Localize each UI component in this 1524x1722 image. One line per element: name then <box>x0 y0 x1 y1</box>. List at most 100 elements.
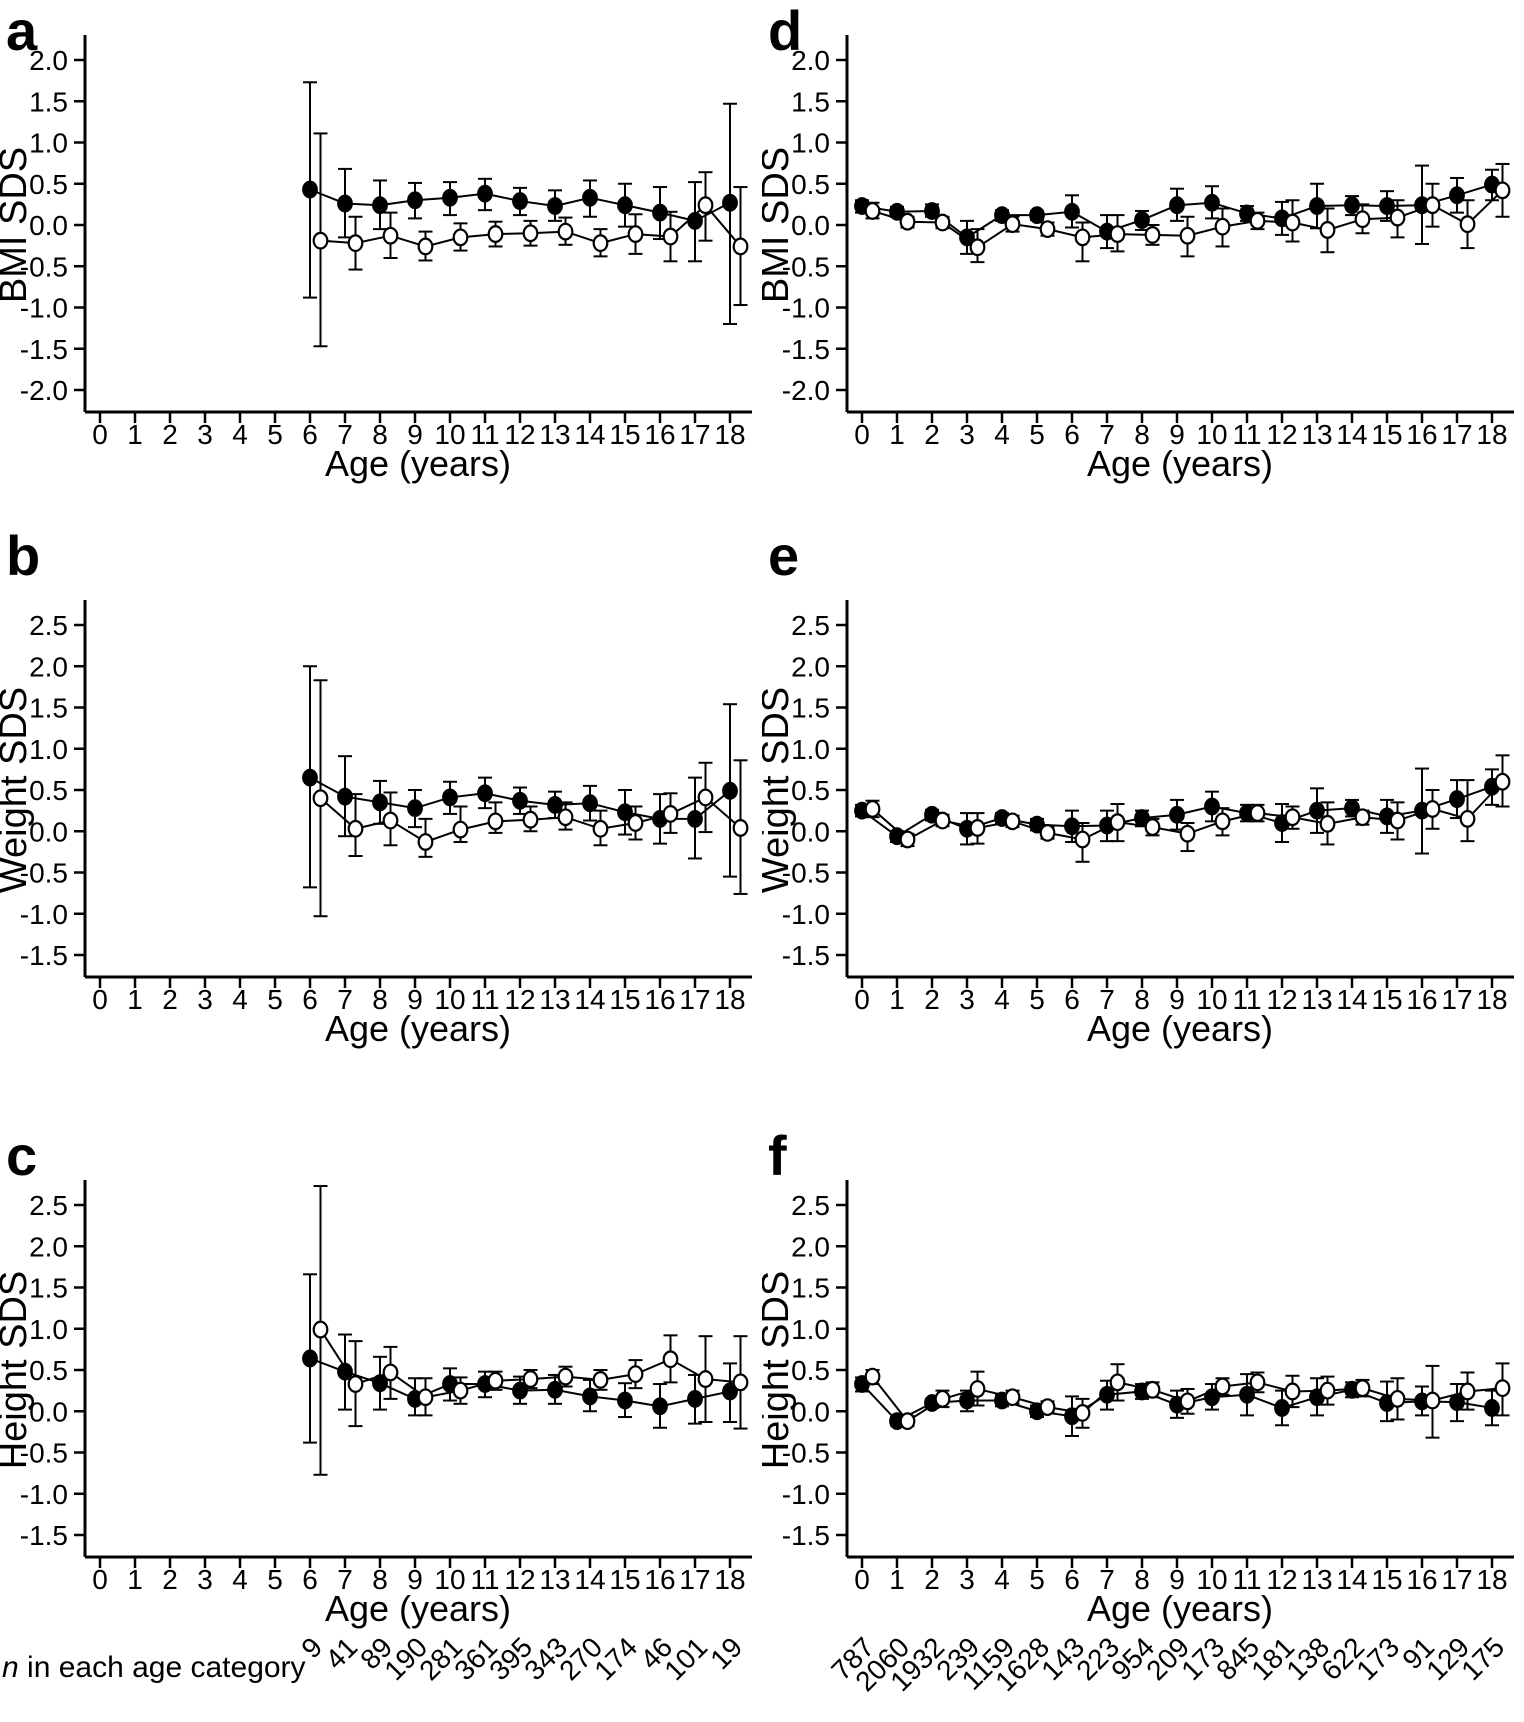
data-point-filled-circle <box>512 192 528 210</box>
data-point-filled-circle <box>337 787 353 806</box>
data-point-open-circle <box>934 811 951 830</box>
data-point-open-circle <box>732 819 749 837</box>
y-axis-title: Weight SDS <box>762 687 797 893</box>
x-tick-label: 16 <box>1406 1564 1437 1595</box>
data-point-open-circle <box>697 196 714 215</box>
x-tick-label: 12 <box>504 1564 535 1595</box>
x-tick-label: 10 <box>1196 1564 1227 1595</box>
data-point-open-circle <box>1004 812 1021 831</box>
x-tick-label: 1 <box>889 1564 905 1595</box>
y-tick-label: -1.0 <box>20 899 68 930</box>
x-tick-label: 1 <box>889 419 905 450</box>
y-tick-label: -0.5 <box>20 1438 68 1469</box>
x-tick-label: 14 <box>1336 1564 1367 1595</box>
data-point-filled-circle <box>994 206 1010 225</box>
x-tick-label: 15 <box>1371 419 1402 450</box>
series-open-circle <box>864 754 1511 863</box>
x-tick-label: 11 <box>1232 1564 1261 1595</box>
panel-a-chart: 2.01.51.00.50.0-0.5-1.0-1.5-2.00 1 2 3 4 5 6 7 8… <box>0 0 752 484</box>
panel-b-chart: 2.52.01.51.00.50.0-0.5-1.0-1.50 1 2 3 4 5 6 7 8 9… <box>0 524 752 1049</box>
data-point-filled-circle <box>1344 799 1360 818</box>
x-tick-label: 14 <box>574 1564 605 1595</box>
data-point-filled-circle <box>407 799 423 818</box>
series-open-circle <box>312 132 749 348</box>
panel-c-chart: 2.52.01.51.00.50.0-0.5-1.0-1.50 1 2 3 4 5 6 7 8 9… <box>0 1124 752 1686</box>
data-point-open-circle <box>592 1370 609 1389</box>
x-tick-label: 13 <box>539 984 570 1015</box>
data-point-open-circle <box>1214 1377 1231 1396</box>
data-point-open-circle <box>1214 812 1231 831</box>
y-tick-label: 2.5 <box>29 1190 68 1221</box>
x-tick-label: 7 <box>337 984 353 1015</box>
x-tick-label: 1 <box>127 1564 143 1595</box>
data-point-open-circle <box>662 805 679 823</box>
x-tick-label: 18 <box>1476 1564 1507 1595</box>
y-tick-label: 2.0 <box>29 1231 68 1262</box>
data-point-filled-circle <box>582 1387 598 1406</box>
x-tick-label: 10 <box>434 984 465 1015</box>
data-point-filled-circle <box>1239 1385 1255 1404</box>
y-tick-label: 0.0 <box>29 816 68 847</box>
x-tick-label: 6 <box>1064 984 1080 1015</box>
data-point-open-circle <box>1459 1382 1476 1401</box>
data-point-filled-circle <box>547 1380 563 1399</box>
series-open-circle <box>312 679 749 918</box>
n-caption-rest: in each age category <box>19 1651 306 1684</box>
data-point-filled-circle <box>652 1397 668 1416</box>
y-tick-label: -0.5 <box>782 858 830 889</box>
series-filled-circle <box>302 665 738 889</box>
x-tick-label: 10 <box>1196 419 1227 450</box>
x-tick-label: 15 <box>609 419 640 450</box>
y-tick-label: 2.0 <box>791 45 830 76</box>
panel-e-chart: 2.52.01.51.00.50.0-0.5-1.0-1.50 1 2 3 4 5 6 7 8 9… <box>762 524 1514 1049</box>
data-point-filled-circle <box>1029 206 1045 225</box>
x-axis-title: Age (years) <box>325 1008 511 1049</box>
data-point-open-circle <box>969 238 986 257</box>
y-tick-label: 1.0 <box>791 734 830 765</box>
data-point-open-circle <box>1004 1388 1021 1407</box>
x-tick-label: 12 <box>504 984 535 1015</box>
data-point-open-circle <box>1494 181 1511 200</box>
x-tick-label: 1 <box>127 984 143 1015</box>
data-point-open-circle <box>697 788 714 807</box>
data-point-open-circle <box>312 231 329 250</box>
y-tick-label: 2.0 <box>29 45 68 76</box>
x-tick-label: 9 <box>1169 984 1185 1015</box>
series-filled-circle <box>854 767 1500 855</box>
data-point-filled-circle <box>1449 186 1465 205</box>
x-tick-label: 10 <box>1196 984 1227 1015</box>
y-tick-label: 1.0 <box>29 734 68 765</box>
x-tick-label: 10 <box>434 1564 465 1595</box>
data-point-open-circle <box>452 1381 469 1400</box>
data-point-filled-circle <box>547 197 563 215</box>
x-tick-label: 17 <box>679 1564 710 1595</box>
x-tick-label: 7 <box>337 1564 353 1595</box>
x-tick-label: 9 <box>407 1564 423 1595</box>
x-tick-label: 8 <box>372 1564 388 1595</box>
x-tick-label: 3 <box>197 1564 213 1595</box>
x-tick-label: 7 <box>337 419 353 450</box>
x-tick-label: 2 <box>924 984 940 1015</box>
x-tick-label: 4 <box>232 419 248 450</box>
data-point-open-circle <box>899 212 916 231</box>
data-point-open-circle <box>1039 220 1056 239</box>
data-point-open-circle <box>1144 225 1161 244</box>
x-tick-label: 18 <box>1476 984 1507 1015</box>
x-tick-label: 2 <box>162 419 178 450</box>
data-point-filled-circle <box>337 194 353 213</box>
x-tick-label: 12 <box>1266 984 1297 1015</box>
data-point-filled-circle <box>1134 211 1150 229</box>
data-point-filled-circle <box>582 188 598 207</box>
x-tick-label: 1 <box>889 984 905 1015</box>
data-point-open-circle <box>1354 1379 1371 1398</box>
data-point-filled-circle <box>302 180 318 199</box>
data-point-open-circle <box>1249 211 1266 230</box>
panel-letter: f <box>768 1124 787 1187</box>
data-point-open-circle <box>899 1412 916 1431</box>
data-point-open-circle <box>934 1389 951 1408</box>
data-point-filled-circle <box>687 1389 703 1408</box>
x-tick-label: 4 <box>232 1564 248 1595</box>
y-tick-label: 1.5 <box>29 1273 68 1304</box>
data-point-open-circle <box>1424 800 1441 818</box>
